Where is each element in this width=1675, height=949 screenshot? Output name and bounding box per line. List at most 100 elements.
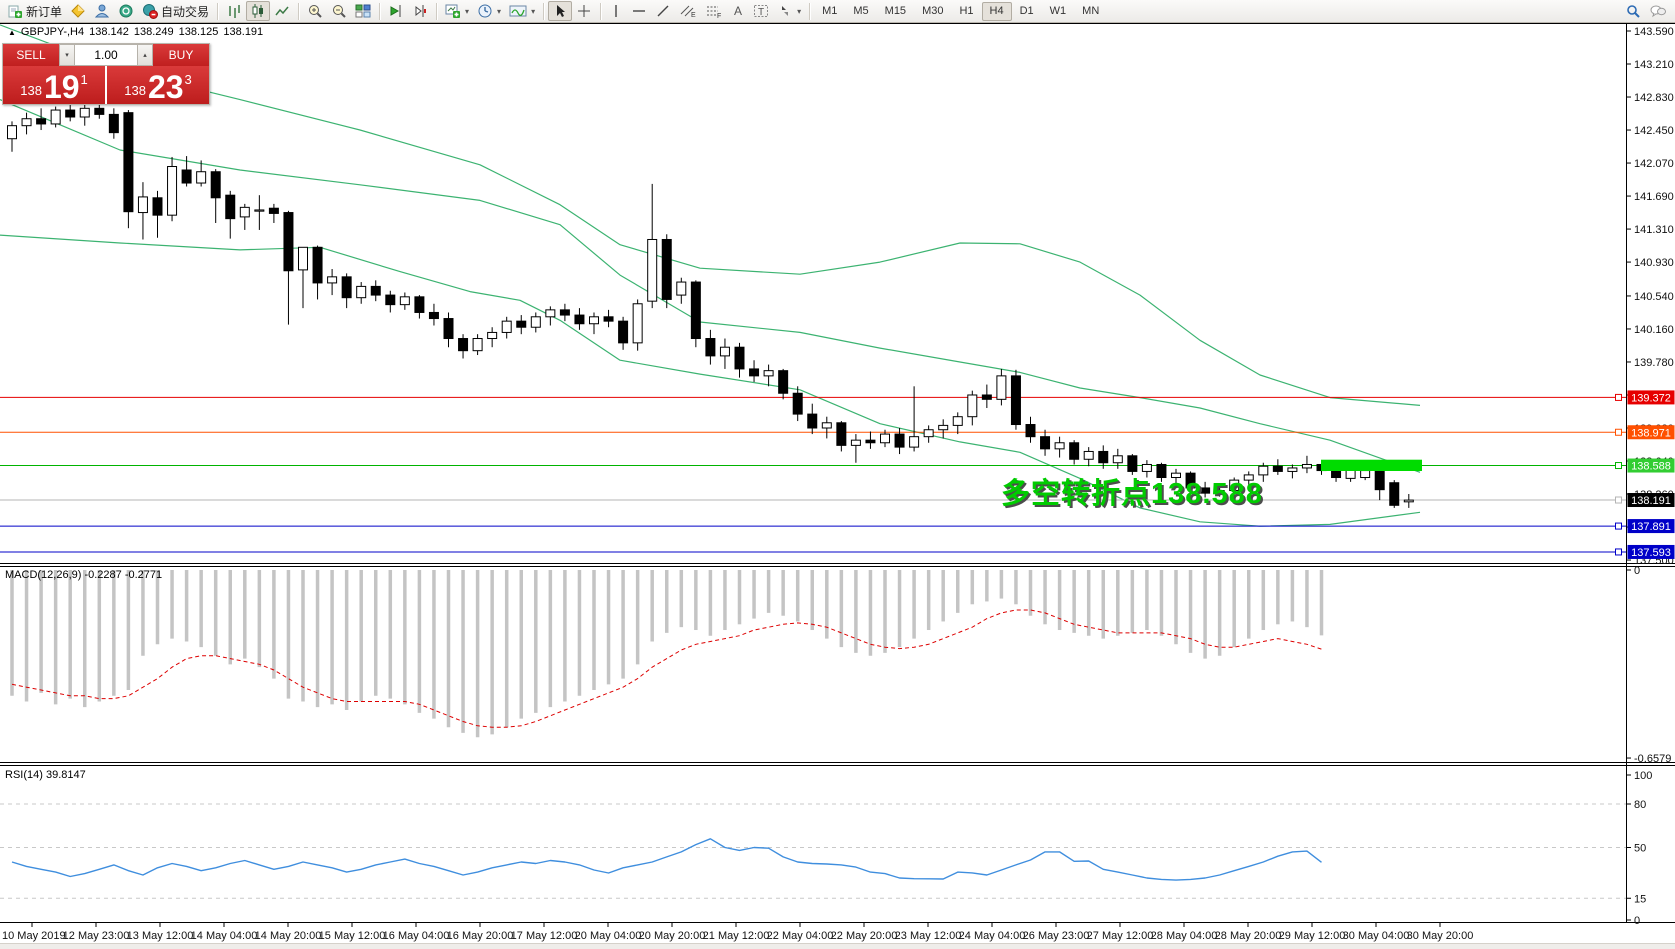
tile-windows-button[interactable]: [351, 1, 375, 21]
timeframe-d1[interactable]: D1: [1019, 5, 1034, 17]
indicators-dropdown[interactable]: ▾: [505, 1, 539, 21]
buy-price-pips: 23: [147, 69, 184, 105]
svg-text:23 May 12:00: 23 May 12:00: [895, 930, 962, 942]
svg-text:15 May 12:00: 15 May 12:00: [319, 930, 386, 942]
candlestick-chart-button[interactable]: [246, 1, 271, 21]
svg-text:14 May 04:00: 14 May 04:00: [191, 930, 258, 942]
sell-button[interactable]: SELL: [3, 44, 59, 66]
svg-text:141.690: 141.690: [1634, 191, 1674, 203]
symbol-info-bar: ▲ GBPJPY-,H4 138.142 138.249 138.125 138…: [8, 26, 263, 38]
text-label-button[interactable]: T: [749, 1, 773, 21]
svg-text:137.891: 137.891: [1631, 521, 1671, 533]
toolbar-separator: [436, 2, 438, 20]
svg-text:140.160: 140.160: [1634, 324, 1674, 336]
cursor-icon: [552, 3, 568, 19]
fibonacci-icon: F: [705, 3, 723, 19]
svg-text:142.070: 142.070: [1634, 158, 1674, 170]
timeframe-h1[interactable]: H1: [959, 5, 974, 17]
svg-text:28 May 04:00: 28 May 04:00: [1151, 930, 1218, 942]
rsi-indicator-label: RSI(14) 39.8147: [5, 769, 86, 781]
new-order-icon: [8, 4, 23, 19]
profiles-dropdown[interactable]: ▾: [473, 1, 505, 21]
quotes-button[interactable]: [66, 1, 90, 21]
buy-price[interactable]: 138 23 3: [107, 66, 209, 104]
search-button[interactable]: [1621, 1, 1645, 21]
autotrading-icon: [142, 3, 159, 19]
volume-increase-button[interactable]: ▴: [137, 44, 153, 66]
timeframe-m1[interactable]: M1: [822, 5, 838, 17]
chat-icon: [1649, 3, 1667, 19]
crosshair-icon: [576, 3, 592, 19]
macd-indicator-label: MACD(12,26,9) -0.2287 -0.2771: [5, 569, 163, 581]
timeframe-mn[interactable]: MN: [1082, 5, 1100, 17]
svg-text:F: F: [717, 13, 721, 19]
line-chart-button[interactable]: [270, 1, 294, 21]
clock-icon: [477, 3, 493, 19]
new-order-button[interactable]: 新订单: [4, 1, 66, 21]
timeframe-w1[interactable]: W1: [1049, 5, 1067, 17]
svg-text:15: 15: [1634, 893, 1646, 905]
text-button[interactable]: A: [727, 1, 749, 21]
svg-text:138.191: 138.191: [1631, 495, 1671, 507]
horizontal-line-button[interactable]: [627, 1, 651, 21]
chat-button[interactable]: [1645, 1, 1671, 21]
fibonacci-button[interactable]: F: [701, 1, 727, 21]
buy-price-figure: 138: [124, 83, 146, 98]
vertical-line-button[interactable]: [605, 1, 627, 21]
svg-text:27 May 12:00: 27 May 12:00: [1087, 930, 1154, 942]
ohlc-close: 138.191: [223, 26, 264, 38]
zoom-out-button[interactable]: [327, 1, 351, 21]
horizontal-line-icon: [631, 3, 647, 19]
auto-scroll-button[interactable]: [384, 1, 408, 21]
svg-text:138.971: 138.971: [1631, 427, 1671, 439]
chart-shift-icon: [412, 3, 428, 19]
pane-borders: [0, 23, 1675, 923]
chevron-down-icon: ▾: [497, 6, 502, 16]
chevron-down-icon: ▾: [797, 6, 802, 16]
volume-decrease-button[interactable]: ▾: [59, 44, 75, 66]
chart-shift-button[interactable]: [408, 1, 432, 21]
triangle-up-icon: ▲: [8, 27, 16, 37]
auto-scroll-icon: [388, 3, 404, 19]
cursor-button[interactable]: [548, 1, 573, 21]
svg-text:12 May 23:00: 12 May 23:00: [63, 930, 130, 942]
svg-text:10 May 2019: 10 May 2019: [2, 930, 66, 942]
arrows-icon: [777, 3, 793, 19]
window-bottom-edge: [0, 943, 1675, 949]
sell-price[interactable]: 138 19 1: [3, 66, 105, 104]
macd-pane: [10, 570, 1324, 738]
svg-text:A: A: [734, 4, 742, 18]
market-watch-button[interactable]: [90, 1, 114, 21]
timeframe-h4[interactable]: H4: [981, 1, 1012, 21]
price-scale: 143.590 143.210 142.830 142.450 142.070 141.6…: [1615, 26, 1675, 927]
new-chart-dropdown[interactable]: ▾: [441, 1, 473, 21]
svg-text:139.780: 139.780: [1634, 357, 1674, 369]
volume-input[interactable]: 1.00: [75, 44, 137, 66]
arrows-dropdown[interactable]: ▾: [773, 1, 805, 21]
timeframe-m5[interactable]: M5: [853, 5, 869, 17]
crosshair-button[interactable]: [572, 1, 596, 21]
ohlc-high: 138.249: [133, 26, 174, 38]
bollinger-bands: [0, 24, 1421, 527]
svg-text:E: E: [691, 12, 696, 19]
equidistant-channel-button[interactable]: E: [675, 1, 701, 21]
rsi-pane: [0, 803, 1626, 899]
svg-text:16 May 04:00: 16 May 04:00: [383, 930, 450, 942]
navigator-button[interactable]: [114, 1, 138, 21]
timeframe-m30[interactable]: M30: [922, 5, 944, 17]
vertical-line-icon: [609, 3, 623, 19]
buy-button[interactable]: BUY: [153, 44, 209, 66]
zoom-in-button[interactable]: [303, 1, 327, 21]
autotrading-button[interactable]: 自动交易: [138, 1, 213, 21]
buy-price-point: 3: [184, 72, 192, 87]
svg-text:0: 0: [1634, 565, 1640, 577]
tile-windows-icon: [355, 3, 371, 19]
trendline-button[interactable]: [651, 1, 675, 21]
svg-text:20 May 20:00: 20 May 20:00: [639, 930, 706, 942]
svg-text:13 May 12:00: 13 May 12:00: [127, 930, 194, 942]
timeframe-m15[interactable]: M15: [884, 5, 907, 17]
bar-chart-button[interactable]: [222, 1, 246, 21]
svg-text:21 May 12:00: 21 May 12:00: [703, 930, 770, 942]
